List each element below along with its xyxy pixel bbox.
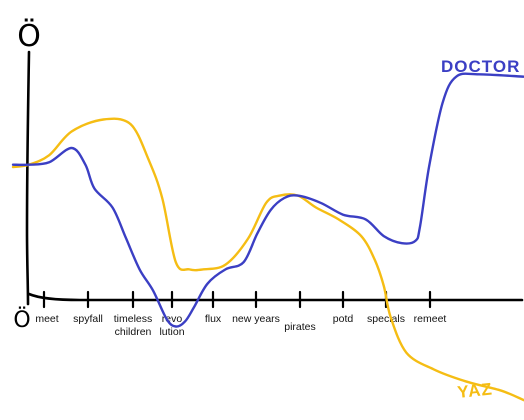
x-tick-label: spyfall (73, 313, 103, 325)
happy-face-label: Ö (17, 18, 41, 54)
x-tick-label: potd (333, 313, 354, 325)
x-tick-label: meet (35, 313, 58, 325)
series-label-doctor: DOCTOR (441, 57, 520, 76)
x-tick-label: pirates (284, 321, 316, 333)
series-lines (11, 72, 524, 402)
x-tick-label: specials (367, 313, 405, 325)
series-label-yaz: YAZ (456, 379, 493, 402)
series-line-yaz (11, 117, 524, 402)
x-tick-label: children (115, 326, 152, 338)
sad-face-label: Ö (13, 307, 30, 333)
x-tick-label: lution (159, 326, 184, 338)
y-axis (25, 50, 31, 306)
x-tick-label: new years (232, 313, 280, 325)
x-tick-label: remeet (414, 313, 447, 325)
series-line-doctor (11, 72, 524, 328)
x-tick-label: flux (205, 313, 222, 325)
x-tick-label: timeless (114, 313, 153, 325)
x-tick-label: revo (162, 313, 183, 325)
series-labels: DOCTOR YAZ (441, 57, 520, 402)
